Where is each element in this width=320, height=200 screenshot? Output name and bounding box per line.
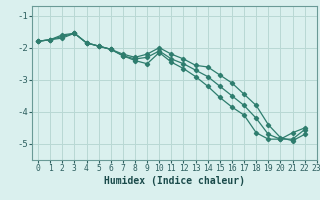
X-axis label: Humidex (Indice chaleur): Humidex (Indice chaleur) (104, 176, 245, 186)
